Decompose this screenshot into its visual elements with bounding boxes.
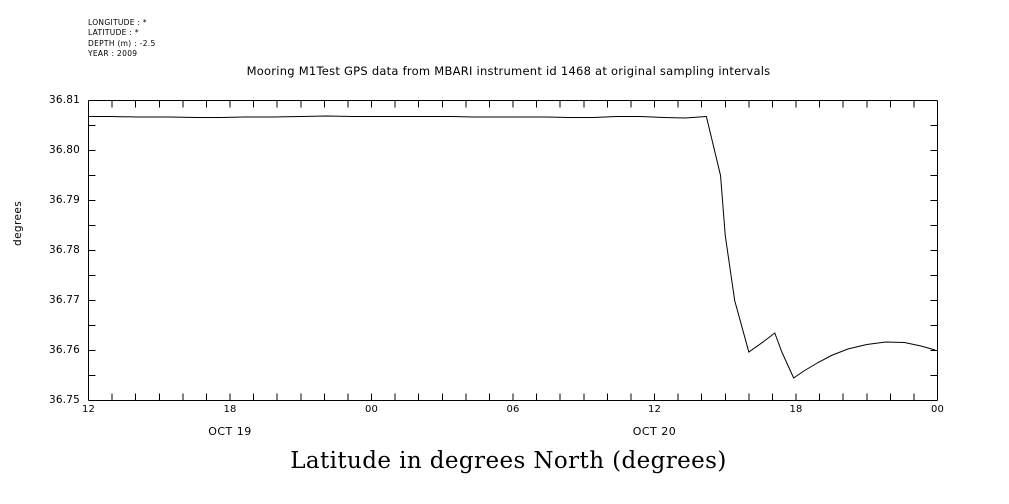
chart-caption: Latitude in degrees North (degrees) [0, 448, 1009, 474]
metadata-latitude: LATITUDE : * [88, 28, 139, 38]
x-tick-label: 00 [930, 404, 945, 415]
plot-frame [88, 100, 938, 401]
y-tick-label: 36.78 [48, 243, 80, 256]
x-day-label: OCT 20 [632, 425, 677, 438]
x-day-label: OCT 19 [208, 425, 252, 438]
metadata-year: YEAR : 2009 [88, 49, 138, 59]
y-tick-label: 36.80 [48, 143, 80, 156]
x-tick-label: 18 [789, 404, 803, 415]
axis-ticks [88, 100, 938, 401]
y-tick-label: 36.79 [48, 193, 80, 206]
y-tick-label: 36.75 [48, 393, 80, 406]
chart-caption-text: Latitude in degrees North (degrees) [290, 448, 727, 474]
x-tick-label: 18 [223, 404, 237, 415]
metadata-depth: DEPTH (m) : -2.5 [88, 38, 156, 48]
chart-title-text: Mooring M1Test GPS data from MBARI instr… [246, 64, 771, 78]
metadata-longitude: LONGITUDE : * [88, 18, 147, 27]
metadata-block: LONGITUDE : * LATITUDE : * DEPTH (m) : -… [88, 18, 156, 60]
data-series-line [88, 115, 936, 379]
y-tick-label: 36.77 [48, 293, 80, 306]
x-tick-label: 12 [81, 404, 96, 415]
chart-title: Mooring M1Test GPS data from MBARI instr… [0, 64, 1009, 78]
x-tick-label: 06 [506, 404, 520, 415]
x-tick-label: 12 [647, 404, 662, 415]
x-tick-label: 00 [364, 404, 379, 415]
y-tick-label: 36.76 [48, 343, 80, 356]
y-tick-label: 36.81 [48, 93, 80, 106]
